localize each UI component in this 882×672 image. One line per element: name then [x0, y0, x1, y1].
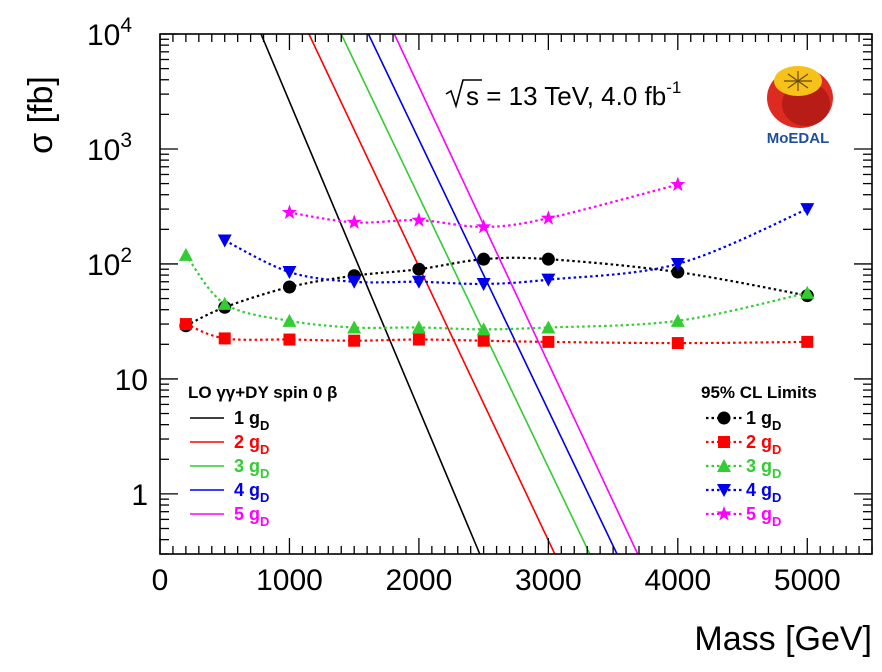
limit-point-2gD	[801, 335, 814, 348]
limit-point-1gD	[412, 262, 426, 276]
limit-line-3gD	[185, 254, 808, 331]
limit-point-3gD	[800, 285, 815, 299]
limit-point-2gD	[348, 334, 361, 347]
x-tick-label: 1000	[256, 564, 323, 597]
limits-legend-label: 2 gD	[746, 432, 781, 457]
limit-point-4gD	[347, 275, 362, 289]
limits-legend-marker	[718, 436, 730, 448]
theory-legend-label: 1 gD	[234, 408, 269, 433]
moedal-logo: MoEDAL	[767, 66, 833, 147]
limit-point-4gD	[282, 266, 297, 280]
logo-label: MoEDAL	[767, 130, 830, 147]
limits-legend-marker	[717, 484, 731, 497]
limit-point-3gD	[347, 320, 362, 334]
limit-point-1gD	[671, 265, 685, 279]
annotation-text: s = 13 TeV, 4.0 fb-1	[466, 78, 681, 111]
limit-point-2gD	[671, 337, 684, 350]
theory-line-5gD	[393, 34, 639, 554]
y-axis-ticks	[160, 33, 872, 555]
limit-point-2gD	[283, 333, 296, 346]
theory-legend: 1 gD2 gD3 gD4 gD5 gD	[190, 408, 269, 529]
x-axis-tick-labels: 0 1000 2000 3000 4000 5000	[152, 564, 841, 597]
theory-legend-label: 2 gD	[234, 432, 269, 457]
y-tick-label: 1	[131, 479, 148, 512]
theory-legend-label: 3 gD	[234, 456, 269, 481]
y-tick-label: 10	[115, 364, 148, 397]
limit-point-3gD	[670, 313, 685, 327]
plot-frame	[159, 33, 873, 555]
limit-point-5gD	[411, 212, 427, 227]
x-axis-ticks	[159, 34, 873, 554]
theory-curves	[260, 34, 639, 554]
theory-legend-label: 4 gD	[234, 480, 269, 505]
limit-point-2gD	[412, 333, 425, 346]
limits-legend-marker	[717, 411, 731, 425]
limit-point-3gD	[411, 320, 426, 334]
limit-curves	[178, 176, 815, 350]
sqrt-symbol	[445, 79, 482, 109]
theory-legend-title: LO γγ+DY spin 0 β	[188, 383, 337, 402]
theory-legend-label: 5 gD	[234, 504, 269, 529]
x-axis-title: Mass [GeV]	[694, 620, 872, 658]
limit-point-5gD	[540, 210, 556, 225]
limit-line-2gD	[185, 323, 808, 345]
x-tick-label: 4000	[644, 564, 711, 597]
limit-point-5gD	[476, 218, 492, 234]
limits-legend-marker	[716, 506, 732, 521]
limit-point-3gD	[178, 247, 193, 261]
limit-point-3gD	[217, 296, 232, 310]
limit-point-5gD	[346, 214, 362, 229]
limit-point-2gD	[477, 334, 490, 347]
limit-point-4gD	[411, 275, 426, 289]
limit-point-2gD	[218, 332, 231, 345]
energy-luminosity-annotation: s = 13 TeV, 4.0 fb-1	[445, 78, 681, 111]
limit-point-5gD	[670, 176, 686, 192]
y-tick-label: 103	[87, 129, 132, 167]
limit-point-3gD	[541, 320, 556, 334]
limit-point-4gD	[670, 257, 685, 271]
limits-legend-label: 1 gD	[746, 408, 781, 433]
y-axis-tick-labels: 1 10 102 103 104	[87, 14, 148, 512]
limit-point-3gD	[282, 313, 297, 327]
y-axis-title: σ [fb]	[22, 76, 60, 154]
limit-point-1gD	[477, 252, 491, 266]
logo-star-icon	[784, 71, 812, 91]
limit-point-2gD	[179, 318, 192, 331]
x-tick-label: 0	[152, 564, 169, 597]
limit-point-4gD	[476, 277, 491, 291]
y-tick-label: 102	[87, 244, 132, 282]
limit-point-4gD	[217, 234, 232, 248]
theory-line-2gD	[308, 34, 556, 554]
limits-legend: 1 gD2 gD3 gD4 gD5 gD	[706, 408, 781, 529]
y-tick-label: 104	[87, 14, 132, 52]
theory-line-3gD	[340, 34, 591, 554]
limit-point-1gD	[282, 280, 296, 294]
limits-legend-title: 95% CL Limits	[701, 383, 817, 402]
limits-legend-label: 5 gD	[746, 504, 781, 529]
x-tick-label: 3000	[515, 564, 582, 597]
x-tick-label: 5000	[774, 564, 841, 597]
theory-line-1gD	[260, 34, 481, 554]
limit-point-1gD	[541, 252, 555, 266]
limit-point-5gD	[281, 204, 298, 219]
x-tick-label: 2000	[386, 564, 453, 597]
limits-legend-label: 3 gD	[746, 456, 781, 481]
limit-line-4gD	[224, 208, 808, 286]
limit-point-3gD	[476, 322, 491, 336]
limit-point-4gD	[541, 273, 556, 287]
limit-point-2gD	[542, 335, 555, 348]
limits-legend-marker	[717, 459, 731, 472]
limit-point-4gD	[800, 203, 815, 217]
limits-legend-label: 4 gD	[746, 480, 781, 505]
theory-line-4gD	[367, 34, 618, 554]
